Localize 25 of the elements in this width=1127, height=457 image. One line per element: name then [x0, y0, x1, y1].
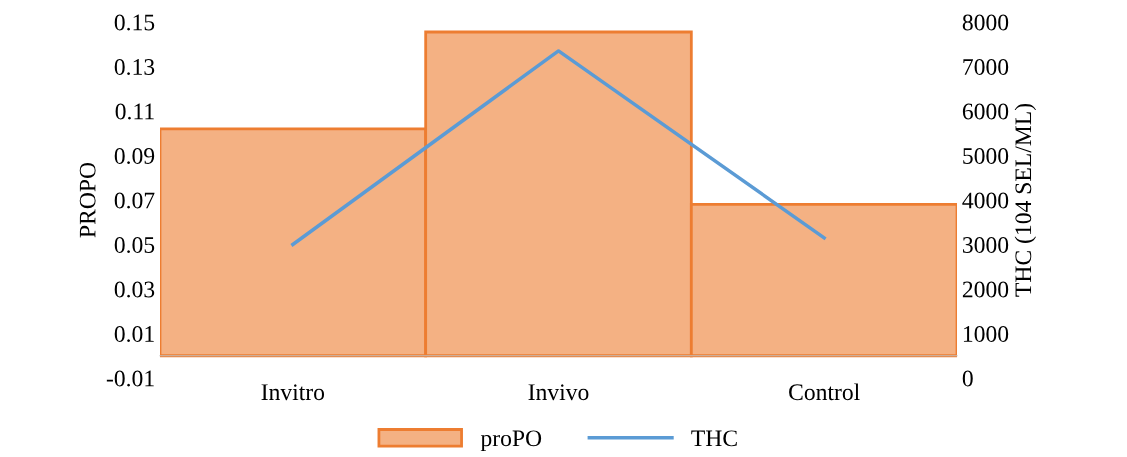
y2-tick-label: 7000 [963, 58, 1009, 75]
y2-tick-label: 1000 [963, 325, 1009, 342]
y-tick-label: 0.03 [114, 281, 155, 298]
y-tick-label: 0.05 [114, 236, 155, 254]
y-tick-label: 0.13 [114, 58, 155, 76]
x-tick-label: Control [789, 383, 860, 401]
y2-tick-label: 5000 [963, 147, 1009, 164]
y2-tick-label: 8000 [962, 14, 1009, 31]
y-axis-title: PROPO [79, 162, 96, 238]
y2-tick-label: 6000 [962, 103, 1009, 120]
y2-axis-title: THC (104 SEL/ML) [1014, 103, 1037, 297]
y2-tick-label: 2000 [962, 281, 1009, 298]
x-tick-label: Invivo [528, 384, 589, 401]
legend-label: proPO [480, 430, 542, 452]
y-tick-label: 0.07 [114, 192, 155, 209]
x-tick-label: Invitro [261, 384, 325, 401]
y-tick-label: -0.01 [106, 370, 154, 387]
y-tick-label: 0.09 [114, 147, 155, 165]
y2-tick-label: 4000 [962, 192, 1009, 209]
y-tick-label: 0.15 [114, 14, 155, 31]
y2-tick-label: 0 [962, 370, 973, 387]
y-tick-label: 0.11 [115, 103, 154, 120]
y2-tick-label: 3000 [962, 236, 1009, 253]
legend-label: THC [691, 430, 737, 447]
y-tick-label: 0.01 [114, 325, 154, 343]
